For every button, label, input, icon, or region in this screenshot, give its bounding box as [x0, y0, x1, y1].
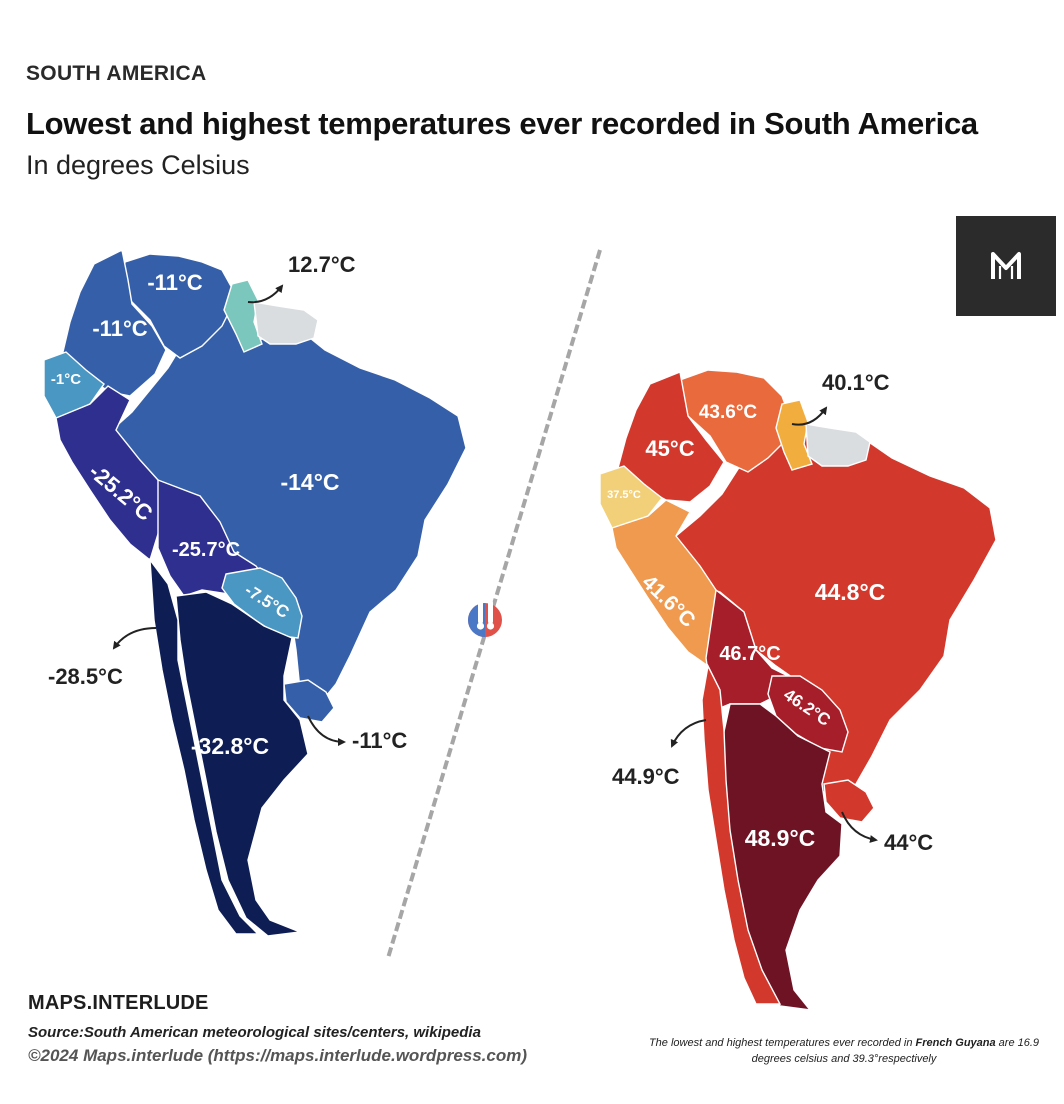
arrow-uruguay-high: [841, 811, 878, 843]
region-guyana-high: [775, 399, 813, 471]
maps-interlude-logo: [956, 216, 1056, 316]
arrow-chile-low: [112, 627, 157, 650]
label-ecuador-low: -1°C: [51, 371, 81, 388]
region-argentina-low: [175, 591, 309, 937]
arrow-uruguay-low: [307, 715, 346, 746]
label-uruguay-high: 44°C: [884, 830, 933, 855]
label-chile-high: 44.9°C: [612, 764, 680, 789]
label-colombia-low: -11°C: [92, 316, 147, 341]
arrow-guyana-high: [791, 406, 828, 426]
label-ecuador-high: 37.5°C: [607, 489, 641, 501]
region-colombia-high: [617, 371, 725, 503]
region-suriname-fguiana-high: [805, 423, 871, 467]
footnote-prefix: The lowest and highest temperatures ever…: [648, 1037, 916, 1049]
region-chile-high: [701, 663, 782, 1005]
label-guyana-high: 40.1°C: [822, 370, 890, 395]
label-brazil-low: -14°C: [280, 469, 339, 495]
label-brazil-high: 44.8°C: [815, 579, 886, 605]
label-guyana-low: 12.7°C: [288, 252, 356, 277]
label-bolivia-low: -25.7°C: [172, 539, 240, 561]
region-paraguay-low: [221, 567, 303, 639]
brand-name: MAPS.INTERLUDE: [28, 992, 209, 1014]
label-chile-low: -28.5°C: [48, 664, 123, 689]
region-suriname-fguiana-low: [253, 301, 319, 345]
label-colombia-high: 45°C: [645, 436, 694, 461]
page-subtitle: In degrees Celsius: [26, 150, 250, 180]
m-logo-icon: [991, 252, 1021, 279]
label-argentina-low: -32.8°C: [191, 733, 269, 759]
highest-temperature-map: 43.6°C 45°C 37.5°C 41.6°C 44.8°C 46.7°C …: [599, 369, 997, 1011]
region-chile-low: [149, 557, 260, 935]
arrow-guyana-low: [247, 284, 284, 304]
eyebrow-label: SOUTH AMERICA: [26, 62, 207, 85]
region-argentina-high: [719, 703, 843, 1011]
label-uruguay-low: -11°C: [352, 728, 407, 753]
divider-line: [386, 249, 602, 959]
footnote-bold: French Guyana: [915, 1037, 996, 1049]
region-guyana-low: [223, 279, 263, 353]
copyright-notice: ©2024 Maps.interlude (https://maps.inter…: [28, 1046, 528, 1065]
region-uruguay-high: [823, 779, 875, 823]
region-paraguay-high: [767, 675, 849, 753]
thermometer-snow-sun-icon: [468, 600, 502, 637]
lowest-temperature-map: -11°C -11°C -1°C -25.2°C -14°C -25.7°C -…: [43, 248, 467, 937]
arrow-chile-high: [670, 719, 707, 748]
region-colombia-low: [61, 248, 167, 397]
label-venezuela-high: 43.6°C: [699, 402, 758, 423]
page-title: Lowest and highest temperatures ever rec…: [26, 106, 978, 141]
label-bolivia-high: 46.7°C: [719, 643, 780, 665]
french-guyana-footnote: The lowest and highest temperatures ever…: [648, 1036, 1040, 1068]
source-credit: Source:South American meteorological sit…: [28, 1024, 481, 1041]
footnote-suffix: are 16.9 degrees celsius and 39.3°respec…: [751, 1037, 1040, 1065]
label-venezuela-low: -11°C: [147, 270, 202, 295]
region-venezuela-low: [121, 253, 233, 359]
label-argentina-high: 48.9°C: [745, 825, 816, 851]
